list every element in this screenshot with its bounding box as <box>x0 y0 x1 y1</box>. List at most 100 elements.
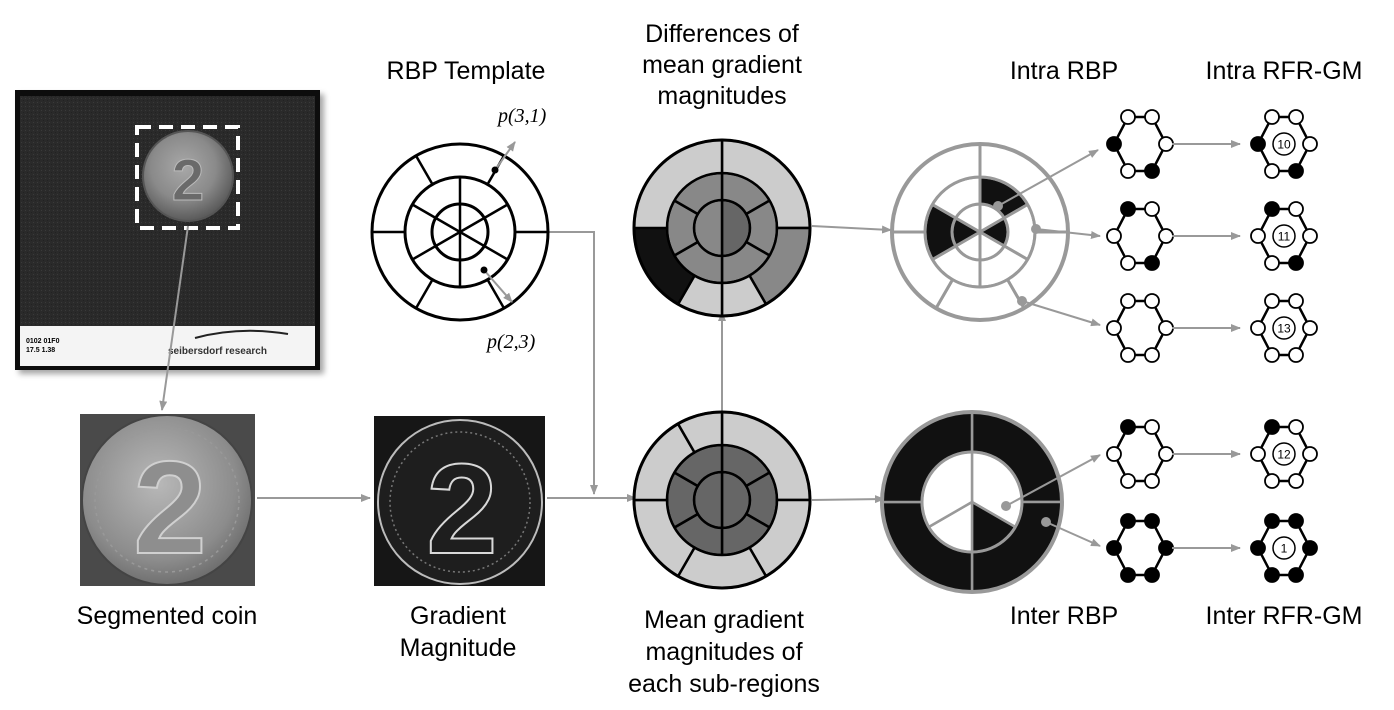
rfr-gm-value: 12 <box>1277 448 1291 462</box>
rfr-gm-graph: 11 <box>1250 201 1318 271</box>
graph-node <box>1264 293 1280 309</box>
graph-node <box>1158 320 1174 336</box>
graph-node <box>1264 473 1280 489</box>
graph-node <box>1158 540 1174 556</box>
photo-brand: seibersdorf research <box>168 346 267 357</box>
photo-coin <box>142 130 234 222</box>
graph-node <box>1288 419 1304 435</box>
graph-node <box>1264 201 1280 217</box>
rfr-gm-value-circle <box>1272 442 1296 466</box>
connector-arrows <box>159 225 892 504</box>
rfr-gm-graph: 10 <box>1250 109 1318 179</box>
graph-node <box>1120 201 1136 217</box>
inter-rbp-circle <box>880 410 1101 594</box>
graph-node <box>1120 347 1136 363</box>
p23-pointer <box>483 269 513 303</box>
segmented-coin-image: 2 <box>80 414 255 586</box>
graph-node <box>1120 513 1136 529</box>
graph-node <box>1250 540 1266 556</box>
label-mean-3: each sub-regions <box>628 670 820 698</box>
gradient-coin-digit: 2 <box>426 438 497 581</box>
graph-node <box>1288 201 1304 217</box>
label-p23-text: p(2,3) <box>485 331 536 353</box>
outer-boundary <box>632 138 812 318</box>
graph-node <box>1144 255 1160 271</box>
graph-node <box>1120 567 1136 583</box>
gradient-magnitude-image: 2 <box>374 416 545 586</box>
arrow-differences-to-intra <box>811 225 892 234</box>
graph-node <box>1106 446 1122 462</box>
graph-node <box>1144 163 1160 179</box>
pattern-graph <box>1106 513 1174 583</box>
rfr-gm-value: 10 <box>1277 138 1291 152</box>
graph-node <box>1264 255 1280 271</box>
graph-node <box>1302 540 1318 556</box>
graph-node <box>1302 320 1318 336</box>
rfr-gm-value: 11 <box>1278 230 1291 244</box>
graph-node <box>1120 473 1136 489</box>
rfr-gm-value: 1 <box>1281 542 1288 556</box>
pattern-graph <box>1106 109 1174 179</box>
p31-pointer <box>494 141 516 171</box>
rfr-gm-value-circle <box>1272 536 1296 560</box>
graph-node <box>1302 446 1318 462</box>
inter-to-pattern-arrow <box>1045 521 1101 547</box>
pattern-graph <box>1106 419 1174 489</box>
brand-swoosh <box>194 329 289 339</box>
rbp-template-circle <box>370 142 550 322</box>
inter-inner-boundary <box>920 450 1024 554</box>
label-differences-3: magnitudes <box>657 82 786 110</box>
arrow-photo-to-segmented <box>159 225 189 411</box>
photo-label-strip <box>20 326 315 366</box>
graph-node <box>1288 293 1304 309</box>
template-inner-spoke <box>411 230 461 261</box>
label-differences-1: Differences of <box>645 20 799 48</box>
graph-node <box>1106 136 1122 152</box>
intra-rbp-circle <box>890 142 1101 327</box>
graph-node <box>1302 136 1318 152</box>
photo-code-line1: 0102 01F0 <box>26 338 60 345</box>
label-inter-rfr-gm: Inter RFR-GM <box>1206 602 1363 630</box>
graph-node <box>1302 228 1318 244</box>
graph-node <box>1158 136 1174 152</box>
label-gradient-2: Magnitude <box>400 634 517 662</box>
rfr-gm-graph: 1 <box>1250 513 1318 583</box>
label-intra-rfr-gm: Intra RFR-GM <box>1206 57 1363 85</box>
template-inner-spoke <box>459 203 509 234</box>
label-gradient-1: Gradient <box>410 602 506 630</box>
rfr-gm-value: 13 <box>1277 322 1291 336</box>
intra-to-pattern-arrow <box>997 149 1099 207</box>
graph-node <box>1144 109 1160 125</box>
graph-node <box>1120 255 1136 271</box>
graph-node <box>1288 109 1304 125</box>
graph-node <box>1144 201 1160 217</box>
label-mean-2: magnitudes of <box>645 638 802 666</box>
intra-ring-dot <box>993 201 1003 211</box>
graph-node <box>1288 347 1304 363</box>
arrow-mean-to-inter <box>811 495 885 504</box>
graph-node <box>1144 513 1160 529</box>
label-p31-text: p(3,1) <box>496 105 547 127</box>
outer-boundary <box>632 410 812 590</box>
template-outer-spoke <box>486 279 506 309</box>
graph-node <box>1264 513 1280 529</box>
mean-gradient-circle <box>632 410 812 590</box>
template-inner-spoke <box>459 230 509 261</box>
arrow-template-to-mean <box>546 231 598 495</box>
graph-node <box>1120 109 1136 125</box>
graph-node <box>1250 228 1266 244</box>
graph-node <box>1144 419 1160 435</box>
label-mean-1: Mean gradient <box>644 606 804 634</box>
graph-node <box>1264 347 1280 363</box>
intra-to-pattern-arrow <box>1035 228 1101 239</box>
graph-node <box>1144 567 1160 583</box>
template-outer-spoke <box>414 155 434 185</box>
differences-circle <box>632 138 812 318</box>
graph-node <box>1158 228 1174 244</box>
graph-node <box>1120 419 1136 435</box>
inter-ring-dot <box>1041 517 1051 527</box>
graph-node <box>1288 567 1304 583</box>
p31-dot <box>491 166 499 174</box>
graph-node <box>1264 163 1280 179</box>
